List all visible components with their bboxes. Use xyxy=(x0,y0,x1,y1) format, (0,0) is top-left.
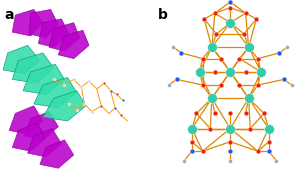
Polygon shape xyxy=(9,106,43,134)
Polygon shape xyxy=(40,140,74,168)
Polygon shape xyxy=(23,64,64,94)
Polygon shape xyxy=(29,9,58,38)
Polygon shape xyxy=(28,129,61,157)
Polygon shape xyxy=(34,77,77,108)
Text: a: a xyxy=(5,8,14,22)
Polygon shape xyxy=(43,91,86,121)
Polygon shape xyxy=(12,123,46,151)
Polygon shape xyxy=(38,19,69,47)
Polygon shape xyxy=(3,45,40,74)
Polygon shape xyxy=(49,23,80,51)
Polygon shape xyxy=(12,9,43,36)
Polygon shape xyxy=(12,53,54,83)
Polygon shape xyxy=(58,30,89,59)
Polygon shape xyxy=(25,112,58,140)
Text: b: b xyxy=(158,8,168,22)
